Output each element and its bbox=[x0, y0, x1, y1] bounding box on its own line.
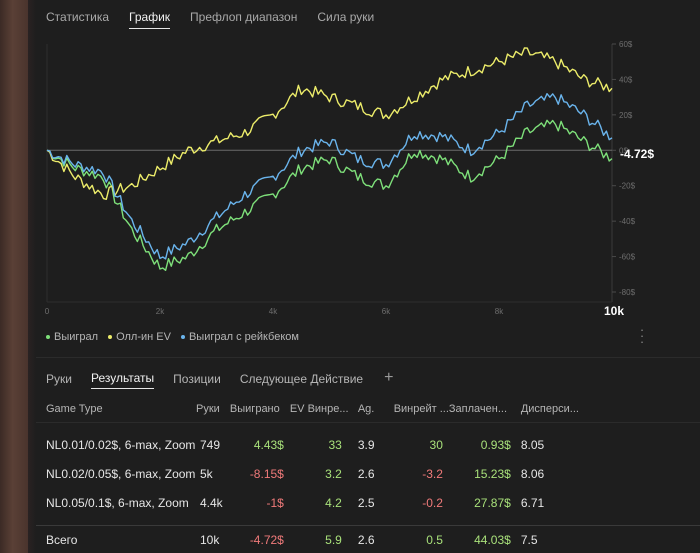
cell-winrate: 0.5 bbox=[426, 533, 443, 548]
cell-game-type: NL0.01/0.02$, 6-max, Zoom bbox=[46, 437, 196, 452]
results-table: Game Type Руки Выиграно EV Винре... Ag. … bbox=[36, 396, 700, 553]
cell-winrate: 30 bbox=[429, 437, 443, 452]
bottom-tabs: Руки Результаты Позиции Следующее Действ… bbox=[46, 369, 394, 389]
cell-dispersion: 8.06 bbox=[520, 466, 545, 481]
cell-paid: 44.03$ bbox=[474, 533, 511, 548]
cell-dispersion: 6.71 bbox=[520, 495, 545, 510]
x-tick-end: 10k bbox=[604, 304, 625, 318]
tab-positions[interactable]: Позиции bbox=[173, 371, 221, 386]
top-tabs: Статистика График Префлоп диапазон Сила … bbox=[46, 10, 394, 29]
cell-dispersion: 7.5 bbox=[520, 533, 538, 548]
legend-item-allin-ev[interactable]: Олл-ин EV bbox=[108, 331, 171, 343]
section-divider bbox=[36, 357, 700, 358]
tab-results[interactable]: Результаты bbox=[90, 371, 155, 389]
y-tick-label: -80$ bbox=[619, 288, 636, 297]
legend-dot-icon bbox=[180, 335, 185, 339]
y-tick-label: -60$ bbox=[619, 253, 636, 262]
x-tick-label: 6k bbox=[382, 307, 391, 316]
col-header-ev-winrate[interactable]: EV Винре... bbox=[289, 402, 349, 415]
series-line-1 bbox=[46, 119, 613, 271]
cell-aggression: 2.5 bbox=[357, 495, 375, 510]
cell-hands: 4.4k bbox=[199, 495, 223, 510]
cell-aggression: 3.9 bbox=[357, 437, 375, 452]
cell-won: -8.15$ bbox=[249, 466, 284, 481]
background-wood bbox=[0, 0, 28, 553]
col-header-game-type[interactable]: Game Type bbox=[46, 402, 103, 415]
stats-panel: Статистика График Префлоп диапазон Сила … bbox=[36, 0, 700, 553]
legend-label: Олл-ин EV bbox=[116, 331, 171, 343]
plus-icon[interactable]: + bbox=[384, 369, 394, 386]
col-header-winrate[interactable]: Винрейт ... bbox=[393, 402, 449, 415]
y-tick-label: 40$ bbox=[619, 75, 633, 84]
profit-chart: 60$ 40$ 20$ 0$ -20$ -40$ -60$ -80$ 0 2k 4k 6k 8k bbox=[36, 32, 700, 322]
y-tick-label: -20$ bbox=[619, 182, 636, 191]
cell-hands: 10k bbox=[199, 533, 220, 548]
tab-next-action[interactable]: Следующее Действие bbox=[239, 371, 364, 386]
cell-dispersion: 8.05 bbox=[520, 437, 545, 452]
cell-game-type: NL0.02/0.05$, 6-max, Zoom bbox=[46, 466, 196, 481]
cell-aggression: 2.6 bbox=[357, 533, 375, 548]
tab-hand-strength[interactable]: Сила руки bbox=[317, 10, 375, 24]
more-vertical-icon[interactable]: · · · bbox=[639, 322, 645, 349]
cell-won: 4.43$ bbox=[253, 437, 284, 452]
x-tick-label: 0 bbox=[45, 307, 50, 316]
series-line-2 bbox=[46, 47, 613, 200]
background-shadow bbox=[28, 0, 36, 553]
tab-statistics[interactable]: Статистика bbox=[46, 10, 110, 24]
final-value-label: -4.72$ bbox=[620, 147, 655, 161]
series-line-3 bbox=[46, 93, 613, 260]
col-header-hands[interactable]: Руки bbox=[195, 402, 220, 415]
cell-winrate: -3.2 bbox=[422, 466, 443, 481]
col-header-won[interactable]: Выиграно bbox=[229, 402, 280, 415]
chart-legend: Выиграл Олл-ин EV Выиграл с рейкбеком bbox=[46, 331, 309, 343]
cell-hands: 5k bbox=[199, 466, 213, 481]
cell-won: -1$ bbox=[266, 495, 284, 510]
cell-ev-winrate: 33 bbox=[328, 437, 342, 452]
cell-winrate: -0.2 bbox=[422, 495, 443, 510]
x-tick-label: 2k bbox=[156, 307, 165, 316]
col-header-aggression[interactable]: Ag. bbox=[357, 402, 375, 415]
cell-paid: 0.93$ bbox=[480, 437, 511, 452]
cell-paid: 15.23$ bbox=[474, 466, 511, 481]
cell-game-type: NL0.05/0.1$, 6-max, Zoom bbox=[46, 495, 189, 510]
y-tick-label: -40$ bbox=[619, 217, 636, 226]
legend-dot-icon bbox=[108, 335, 113, 339]
y-tick-label: 20$ bbox=[619, 111, 633, 120]
cell-total-label: Всего bbox=[46, 533, 78, 548]
table-row[interactable]: NL0.02/0.05$, 6-max, Zoom 5k -8.15$ 3.2 … bbox=[36, 459, 700, 488]
legend-label: Выиграл с рейкбеком bbox=[188, 331, 299, 343]
chart-svg: 60$ 40$ 20$ 0$ -20$ -40$ -60$ -80$ 0 2k 4k 6k 8k bbox=[45, 40, 636, 316]
x-tick-label: 8k bbox=[495, 307, 504, 316]
x-tick-label: 4k bbox=[269, 307, 278, 316]
col-header-paid[interactable]: Заплачен... bbox=[448, 402, 507, 415]
table-total-row: Всего 10k -4.72$ 5.9 2.6 0.5 44.03$ 7.5 bbox=[36, 525, 700, 553]
table-row[interactable]: NL0.01/0.02$, 6-max, Zoom 749 4.43$ 33 3… bbox=[36, 430, 700, 459]
col-header-dispersion[interactable]: Дисперси... bbox=[520, 402, 579, 415]
legend-item-won[interactable]: Выиграл bbox=[46, 331, 98, 343]
tab-hands[interactable]: Руки bbox=[46, 371, 72, 386]
cell-aggression: 2.6 bbox=[357, 466, 375, 481]
y-tick-label: 0$ bbox=[619, 146, 628, 155]
cell-ev-winrate: 3.2 bbox=[325, 466, 342, 481]
legend-label: Выиграл bbox=[54, 331, 99, 343]
table-row[interactable]: NL0.05/0.1$, 6-max, Zoom 4.4k -1$ 4.2 2.… bbox=[36, 488, 700, 517]
legend-dot-icon bbox=[46, 335, 50, 339]
tab-graph[interactable]: График bbox=[129, 10, 171, 29]
cell-ev-winrate: 4.2 bbox=[325, 495, 342, 510]
cell-hands: 749 bbox=[199, 437, 221, 452]
y-tick-label: 60$ bbox=[619, 40, 633, 49]
cell-paid: 27.87$ bbox=[474, 495, 511, 510]
cell-won: -4.72$ bbox=[249, 533, 284, 548]
tab-preflop-range[interactable]: Префлоп диапазон bbox=[190, 10, 298, 24]
legend-item-rakeback[interactable]: Выиграл с рейкбеком bbox=[180, 331, 299, 343]
cell-ev-winrate: 5.9 bbox=[325, 533, 342, 548]
table-header-row: Game Type Руки Выиграно EV Винре... Ag. … bbox=[36, 396, 700, 422]
